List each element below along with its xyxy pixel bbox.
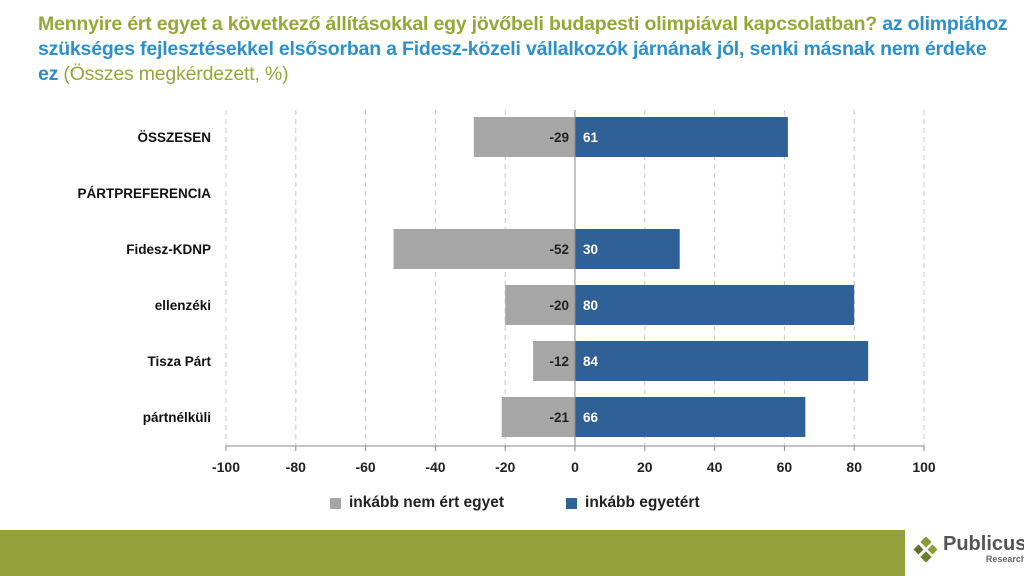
- category-label: ÖSSZESEN: [137, 130, 211, 145]
- x-tick-label: 60: [777, 459, 793, 475]
- legend-item-agree: inkább egyetért: [566, 494, 700, 512]
- legend-swatch: [566, 497, 578, 509]
- category-label: pártnélküli: [143, 410, 211, 425]
- data-label-agree: 80: [583, 298, 598, 313]
- x-tick-label: 80: [846, 459, 862, 475]
- data-label-disagree: -29: [549, 130, 569, 145]
- bar-agree: [575, 117, 788, 157]
- data-label-agree: 30: [583, 242, 598, 257]
- x-tick-label: -100: [212, 459, 240, 475]
- data-label-disagree: -20: [549, 298, 569, 313]
- footer-bar: [0, 530, 905, 576]
- data-label-disagree: -12: [549, 354, 569, 369]
- legend-item-disagree: inkább nem ért egyet: [330, 494, 504, 512]
- logo-text: Publicus: [943, 533, 1024, 555]
- chart-title: Mennyire ért egyet a következő állítások…: [38, 12, 1008, 87]
- legend-label: inkább nem ért egyet: [349, 494, 505, 511]
- data-label-disagree: -21: [549, 410, 569, 425]
- x-tick-label: 0: [571, 459, 579, 475]
- logo-subtext: Research: [985, 554, 1024, 564]
- bar-disagree: [501, 397, 575, 437]
- category-label: PÁRTPREFERENCIA: [77, 186, 211, 201]
- bar-disagree: [393, 229, 575, 269]
- legend: inkább nem ért egyet inkább egyetért: [330, 494, 700, 512]
- bar-agree: [575, 341, 869, 381]
- x-tick-label: 40: [707, 459, 723, 475]
- category-label: Tisza Párt: [147, 354, 211, 369]
- category-label: ellenzéki: [155, 298, 211, 313]
- bar-disagree: [473, 117, 575, 157]
- x-tick-label: -60: [355, 459, 375, 475]
- x-tick-label: -80: [286, 459, 306, 475]
- data-label-agree: 61: [583, 130, 599, 145]
- data-label-disagree: -52: [549, 242, 569, 257]
- bar-disagree: [505, 285, 575, 325]
- logo-mark-icon: [913, 536, 938, 563]
- x-tick-label: -40: [425, 459, 445, 475]
- bar-disagree: [533, 341, 575, 381]
- x-tick-label: -20: [495, 459, 515, 475]
- bar-agree: [575, 397, 806, 437]
- title-base: (Összes megkérdezett, %): [63, 63, 289, 85]
- legend-label: inkább egyetért: [585, 494, 700, 511]
- title-question: Mennyire ért egyet a következő állítások…: [38, 13, 878, 35]
- title-statement: az olimpiához szükséges fejlesztésekkel …: [38, 13, 1008, 85]
- legend-swatch: [330, 497, 341, 509]
- bar-chart: -100 -80 -60 -40 -20 0 20 40 60 80 100 ÖSSZESEN -29 6…: [77, 110, 936, 475]
- bar-agree: [575, 229, 680, 269]
- publicus-logo: Publicus Research: [913, 534, 1024, 565]
- data-label-agree: 66: [583, 410, 599, 425]
- data-label-agree: 84: [583, 354, 599, 369]
- x-tick-label: 20: [637, 459, 653, 475]
- x-tick-label: 100: [912, 459, 936, 475]
- category-label: Fidesz-KDNP: [126, 242, 211, 257]
- bar-agree: [575, 285, 855, 325]
